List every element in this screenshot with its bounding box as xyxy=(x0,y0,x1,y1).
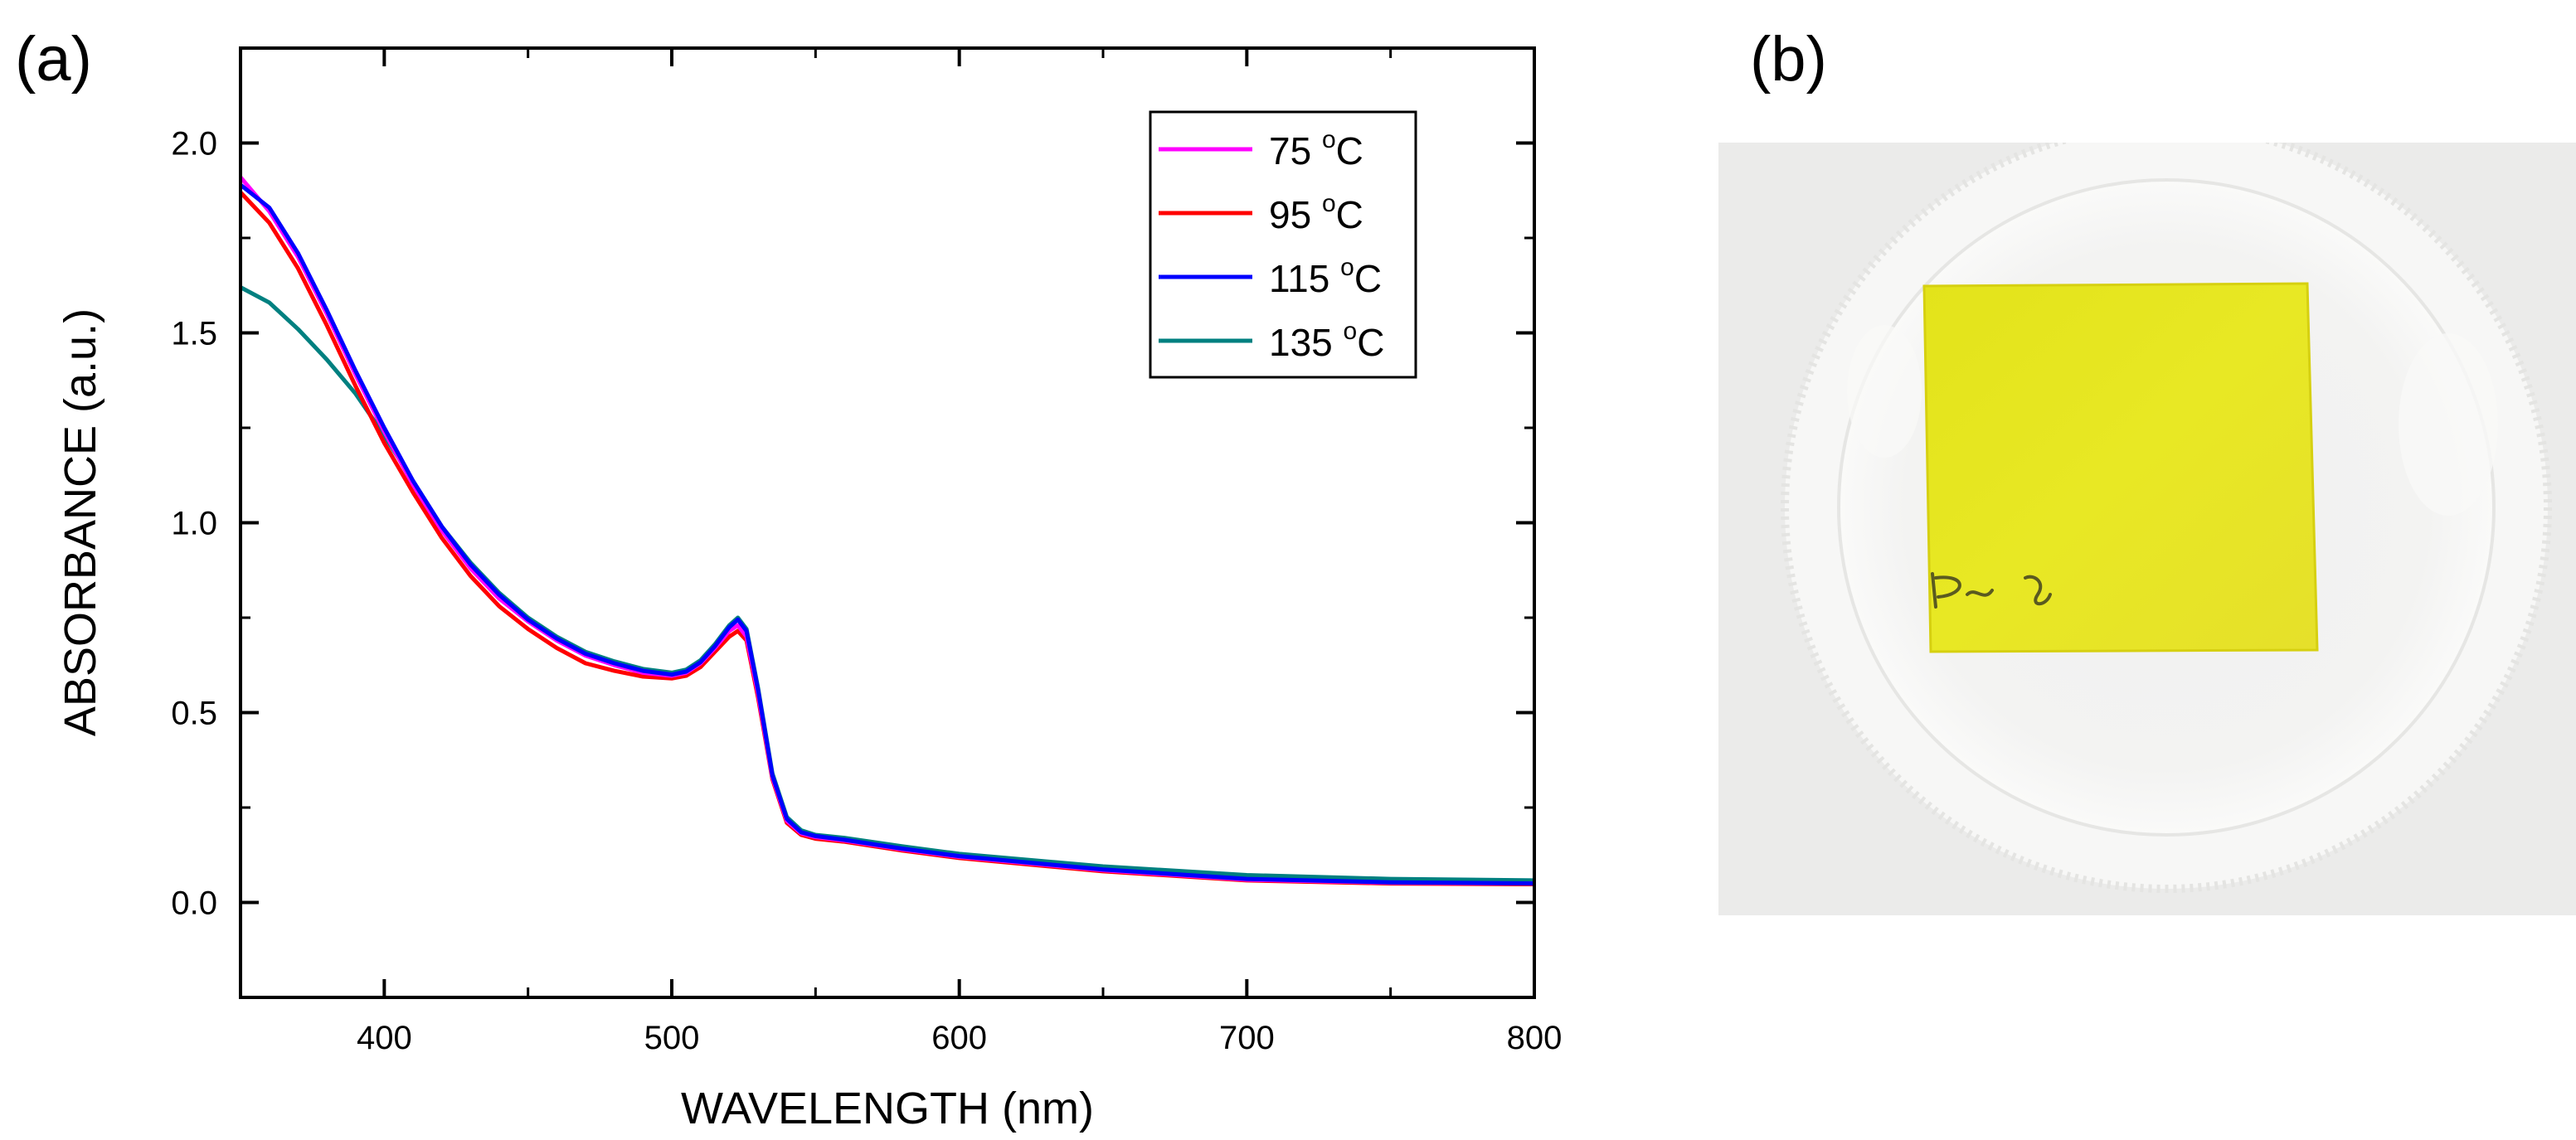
x-tick-label: 700 xyxy=(1219,1020,1275,1056)
y-tick-label: 2.0 xyxy=(171,126,217,163)
y-axis-label: ABSORBANCE (a.u.) xyxy=(56,308,105,736)
x-axis-ticks: 400 500 600 700 800 xyxy=(239,48,1563,1056)
legend-label-75: 75 oC xyxy=(1269,126,1363,172)
sample-photo xyxy=(1718,143,2576,915)
dish-reflection-2 xyxy=(1847,325,1922,458)
x-tick-label: 800 xyxy=(1507,1020,1563,1056)
y-tick-label: 1.5 xyxy=(171,316,217,352)
yellow-film-sample xyxy=(1922,282,2319,653)
series-line-115 xyxy=(239,182,1535,886)
x-axis-label: WAVELENGTH (nm) xyxy=(681,1084,1094,1133)
plot-lines-group xyxy=(239,176,1535,886)
panel-b-label: (b) xyxy=(1750,24,1827,95)
legend-label-135: 135 oC xyxy=(1269,318,1384,364)
dish-reflection xyxy=(2399,333,2498,516)
legend-label-115: 115 oC xyxy=(1269,254,1382,300)
x-tick-label: 500 xyxy=(644,1020,700,1056)
absorbance-chart: 400 500 600 700 800 0.0 0.5 1.0 1.5 2.0 WAVELENG… xyxy=(56,46,1563,1133)
legend-box xyxy=(1149,110,1417,379)
legend-label-95: 95 oC xyxy=(1269,190,1363,236)
x-tick-label: 400 xyxy=(357,1020,412,1056)
panel-a-label: (a) xyxy=(15,24,92,95)
legend: 75 oC 95 oC 115 oC 135 oC xyxy=(1149,110,1417,379)
handwritten-mark xyxy=(1931,572,2052,609)
x-tick-label: 600 xyxy=(931,1020,987,1056)
y-tick-label: 0.0 xyxy=(171,885,217,922)
y-tick-label: 0.5 xyxy=(171,696,217,732)
y-tick-label: 1.0 xyxy=(171,506,217,542)
y-axis-ticks: 0.0 0.5 1.0 1.5 2.0 xyxy=(171,46,1534,999)
